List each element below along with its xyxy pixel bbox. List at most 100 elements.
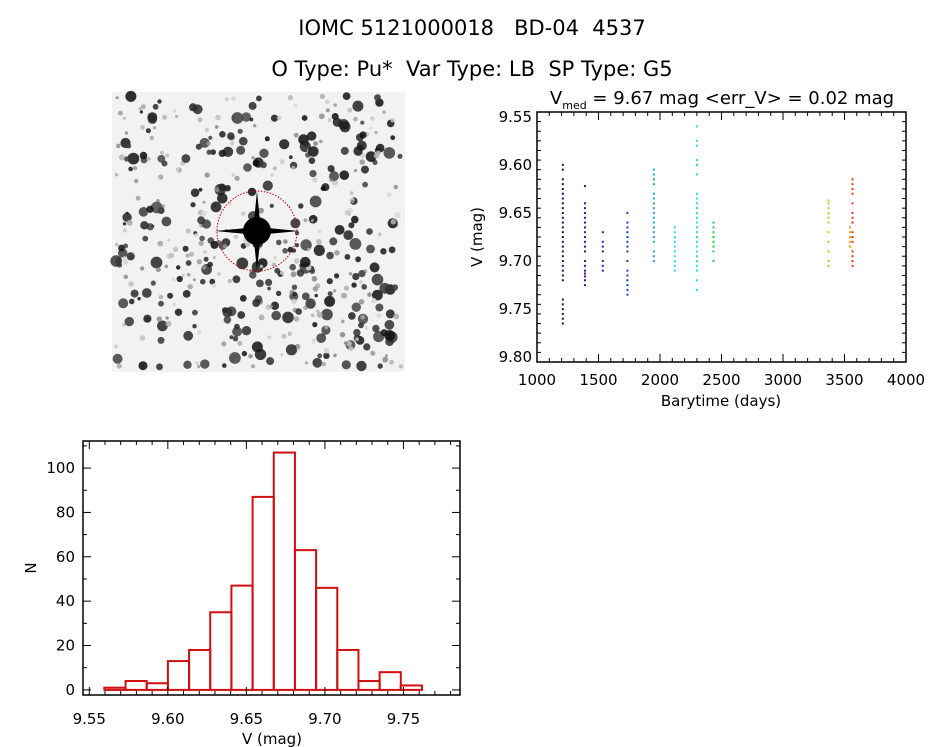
histogram-bar	[357, 680, 381, 691]
star	[176, 275, 183, 283]
star	[236, 145, 246, 155]
star	[258, 207, 264, 214]
star	[135, 195, 141, 201]
data-point	[851, 240, 854, 243]
star	[162, 114, 168, 120]
star	[217, 272, 221, 276]
star	[369, 116, 375, 122]
star	[196, 330, 202, 335]
star	[293, 132, 299, 138]
star	[316, 239, 322, 245]
data-point	[712, 240, 715, 243]
star	[262, 180, 273, 191]
star	[139, 335, 146, 341]
star	[320, 186, 326, 191]
star	[270, 173, 274, 177]
histogram-bar	[378, 671, 402, 691]
star	[312, 322, 318, 328]
data-point	[673, 255, 676, 258]
data-point	[695, 221, 698, 224]
star	[313, 244, 325, 256]
data-point	[652, 197, 655, 200]
histogram-bar	[145, 682, 169, 691]
star	[118, 110, 123, 116]
data-point	[626, 231, 629, 234]
star	[340, 146, 349, 155]
star	[341, 292, 348, 299]
star	[167, 238, 171, 242]
star	[325, 108, 330, 113]
star	[397, 153, 403, 159]
star	[249, 117, 254, 122]
data-point	[601, 245, 604, 248]
data-point	[626, 221, 629, 224]
star	[362, 181, 368, 188]
star	[311, 276, 318, 282]
star	[190, 188, 200, 197]
star	[329, 178, 333, 182]
data-point	[561, 245, 564, 248]
star	[248, 101, 257, 110]
star	[124, 316, 134, 327]
data-point	[601, 269, 604, 272]
data-point	[583, 221, 586, 224]
star	[229, 352, 241, 364]
data-point	[626, 226, 629, 229]
data-point	[583, 226, 586, 229]
data-point	[851, 211, 854, 214]
data-point	[626, 250, 629, 253]
star	[376, 150, 381, 156]
star	[256, 95, 262, 102]
star	[221, 341, 227, 347]
star	[118, 244, 125, 252]
star	[296, 347, 300, 351]
star	[371, 297, 377, 304]
star	[146, 205, 154, 213]
star	[344, 285, 349, 291]
data-point	[849, 240, 852, 243]
x-tick-label: 9.75	[387, 710, 420, 728]
star	[208, 135, 213, 140]
data-point	[673, 236, 676, 238]
star	[344, 209, 351, 216]
star	[285, 344, 298, 356]
star	[303, 218, 308, 223]
y-tick-label: 9.80	[499, 348, 532, 366]
star	[141, 288, 152, 298]
star	[189, 251, 194, 257]
data-point	[652, 202, 655, 205]
star	[364, 326, 369, 330]
data-point	[561, 255, 564, 258]
star	[387, 192, 392, 198]
star	[327, 165, 335, 173]
star	[138, 207, 149, 217]
star	[378, 232, 382, 237]
data-point	[561, 187, 564, 190]
star	[304, 361, 308, 365]
x-tick-label: 1500	[579, 371, 617, 389]
data-point	[626, 288, 629, 291]
data-point	[695, 173, 698, 176]
star	[383, 147, 396, 159]
star	[183, 330, 194, 341]
data-point	[652, 221, 655, 224]
star	[149, 135, 154, 141]
data-point	[583, 236, 586, 238]
star	[123, 116, 126, 120]
star	[253, 124, 257, 128]
star	[227, 278, 232, 284]
histogram-bar	[336, 648, 360, 691]
star	[192, 278, 196, 282]
target-circle	[216, 190, 298, 272]
star	[280, 353, 284, 357]
star	[185, 228, 191, 234]
star	[316, 309, 320, 313]
star	[127, 152, 140, 165]
data-series	[851, 178, 854, 267]
star	[363, 343, 371, 351]
star	[281, 333, 287, 339]
star	[195, 361, 200, 366]
data-point	[851, 260, 854, 263]
histogram-bar	[272, 451, 296, 691]
